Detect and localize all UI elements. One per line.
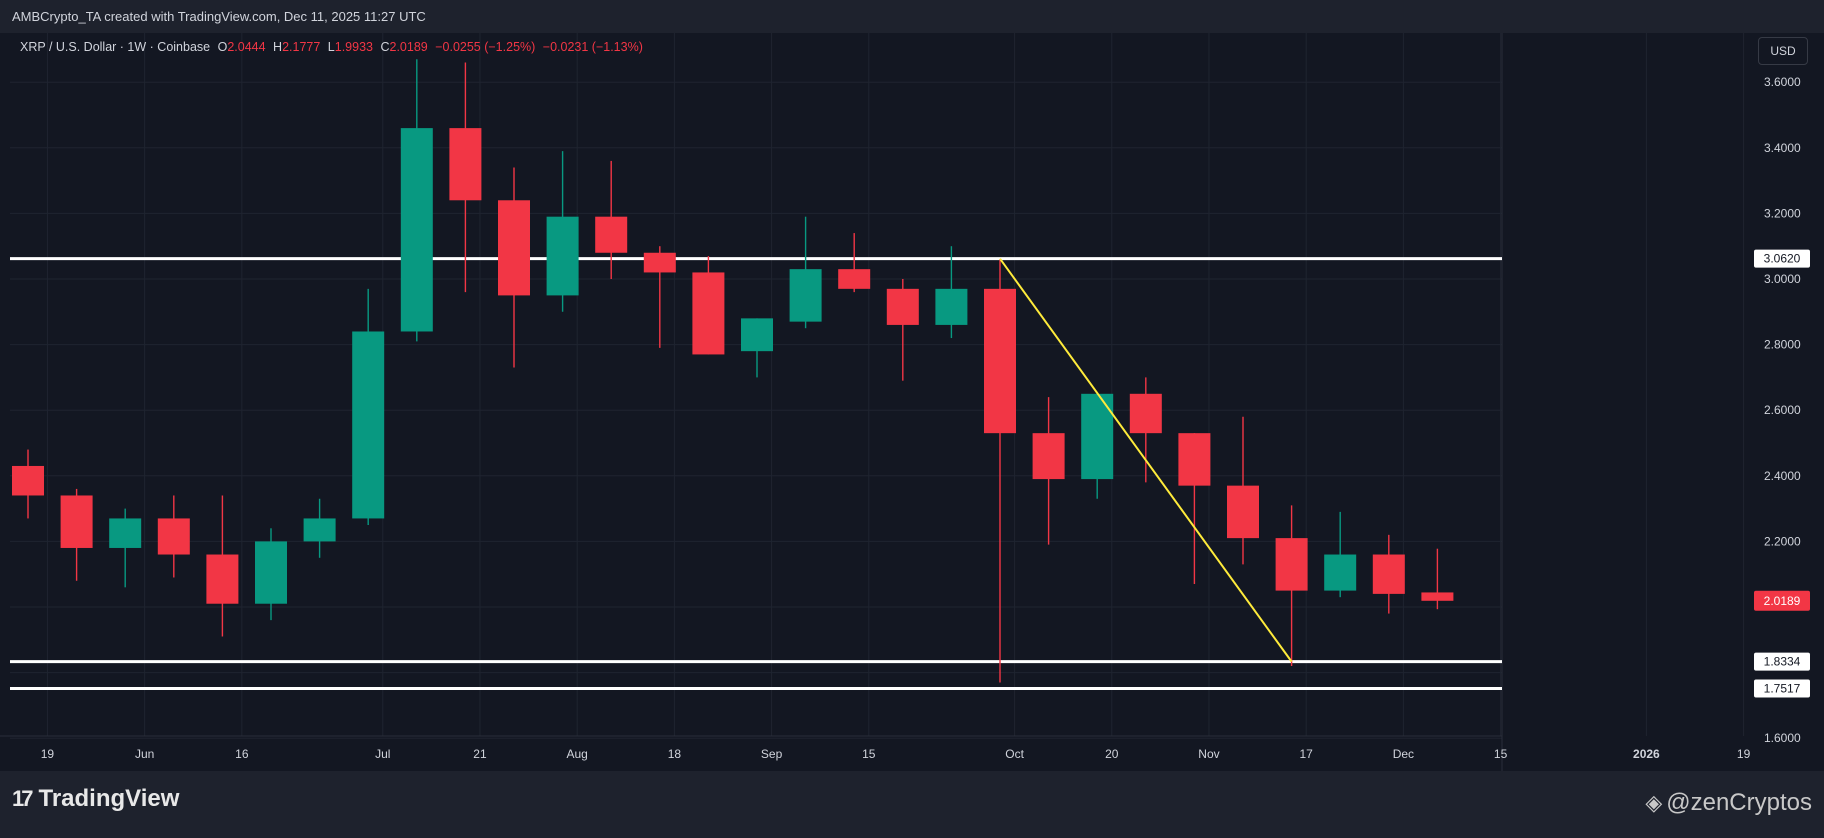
- x-tick-label: Oct: [1005, 747, 1024, 761]
- candle-body: [60, 495, 93, 548]
- x-tick-label: 15: [1494, 747, 1508, 761]
- candle-body: [1372, 554, 1405, 594]
- chart-area[interactable]: 3.6000 3.4000 3.2000 3.0000 2.8000 2.6000 2.40…: [0, 33, 1824, 771]
- candle-body: [789, 269, 822, 322]
- y-tick-label: 2.2000: [1764, 534, 1801, 548]
- tradingview-logo-icon: 17: [12, 786, 34, 811]
- close-value: 2.0189: [389, 40, 428, 54]
- candle-body: [643, 252, 676, 273]
- candle-body: [546, 216, 579, 296]
- y-tick-label: 3.4000: [1764, 141, 1801, 155]
- current-price-label: 2.0189: [1764, 594, 1801, 608]
- y-tick-label: 3.0000: [1764, 272, 1801, 286]
- level-price-badge: [1754, 652, 1810, 671]
- candle-body: [1081, 393, 1114, 480]
- high-label: H: [273, 40, 283, 54]
- x-tick-label: 15: [862, 747, 876, 761]
- x-tick-label: 17: [1300, 747, 1314, 761]
- symbol-legend: XRP / U.S. Dollar · 1W · Coinbase O2.044…: [20, 40, 643, 54]
- candle-body: [303, 518, 336, 542]
- y-tick-label: 2.4000: [1764, 469, 1801, 483]
- candle-body: [1227, 485, 1259, 539]
- x-tick-label: Sep: [761, 747, 783, 761]
- candle-body: [449, 128, 482, 201]
- y-tick-label: 1.6000: [1764, 731, 1801, 745]
- watermark-text: @zenCryptos: [1666, 789, 1812, 816]
- candle-body: [255, 541, 287, 604]
- x-tick-label: 2026: [1633, 747, 1660, 761]
- level-price-label: 1.7517: [1764, 681, 1801, 695]
- x-tick-label: Nov: [1198, 747, 1219, 761]
- x-tick-label: 20: [1105, 747, 1119, 761]
- candle-body: [400, 128, 433, 332]
- x-tick-label: 21: [473, 747, 487, 761]
- open-label: O: [217, 40, 228, 54]
- low-value: 1.9933: [334, 40, 373, 54]
- candle-body: [352, 331, 385, 519]
- candle-body: [692, 272, 725, 355]
- y-tick-label: 3.6000: [1764, 75, 1801, 89]
- candle-body: [838, 269, 871, 289]
- level-price-badge: [1754, 679, 1810, 698]
- symbol-name: XRP / U.S. Dollar · 1W · Coinbase: [20, 40, 211, 54]
- candle-body: [741, 318, 773, 352]
- change-secondary-value: −0.0231 (−1.13%): [542, 40, 643, 54]
- candle-body: [109, 518, 142, 548]
- candle-body: [12, 465, 44, 496]
- high-value: 2.1777: [282, 40, 321, 54]
- close-label: C: [380, 40, 390, 54]
- candle-body: [1032, 433, 1065, 480]
- candle-body: [1421, 592, 1454, 601]
- candle-body: [157, 518, 190, 555]
- x-tick-label: Aug: [567, 747, 588, 761]
- open-value: 2.0444: [227, 40, 266, 54]
- level-price-badge: [1754, 249, 1810, 268]
- candle-body: [1275, 538, 1308, 591]
- candle-body: [935, 288, 968, 325]
- currency-button[interactable]: USD: [1758, 37, 1808, 65]
- top-bar: AMBCrypto_TA created with TradingView.co…: [0, 0, 1824, 33]
- candle-body: [1178, 433, 1211, 486]
- change-value: −0.0255 (−1.25%): [435, 40, 536, 54]
- x-tick-label: Dec: [1393, 747, 1414, 761]
- tradingview-logo[interactable]: 17 TradingView: [12, 785, 179, 813]
- footer: 17 TradingView ◈ @zenCryptos: [0, 771, 1824, 838]
- candle-body: [498, 200, 530, 296]
- candle-body: [206, 554, 239, 604]
- trendline: [999, 258, 1293, 663]
- price-chart[interactable]: 3.6000 3.4000 3.2000 3.0000 2.8000 2.6000 2.40…: [0, 33, 1824, 771]
- level-price-label: 3.0620: [1764, 252, 1801, 266]
- x-tick-label: Jun: [135, 747, 154, 761]
- x-tick-label: 18: [668, 747, 682, 761]
- x-tick-label: 16: [235, 747, 249, 761]
- x-tick-label: 19: [41, 747, 55, 761]
- y-tick-label: 2.8000: [1764, 338, 1801, 352]
- x-tick-label: Jul: [375, 747, 390, 761]
- candle-body: [984, 288, 1016, 434]
- candle-body: [1129, 393, 1162, 434]
- y-tick-label: 2.6000: [1764, 403, 1801, 417]
- candle-body: [595, 216, 628, 253]
- level-price-label: 1.8334: [1764, 655, 1801, 669]
- current-price-badge: [1754, 590, 1810, 611]
- low-label: L: [327, 40, 335, 54]
- candle-body: [886, 288, 919, 325]
- credit-text: AMBCrypto_TA created with TradingView.co…: [12, 9, 426, 24]
- diamond-logo-icon: ◈: [1645, 790, 1663, 815]
- x-tick-label: 19: [1737, 747, 1751, 761]
- tradingview-logo-text: TradingView: [38, 785, 180, 812]
- y-tick-label: 3.2000: [1764, 206, 1801, 220]
- candle-body: [1324, 554, 1357, 591]
- author-watermark: ◈ @zenCryptos: [1645, 789, 1812, 817]
